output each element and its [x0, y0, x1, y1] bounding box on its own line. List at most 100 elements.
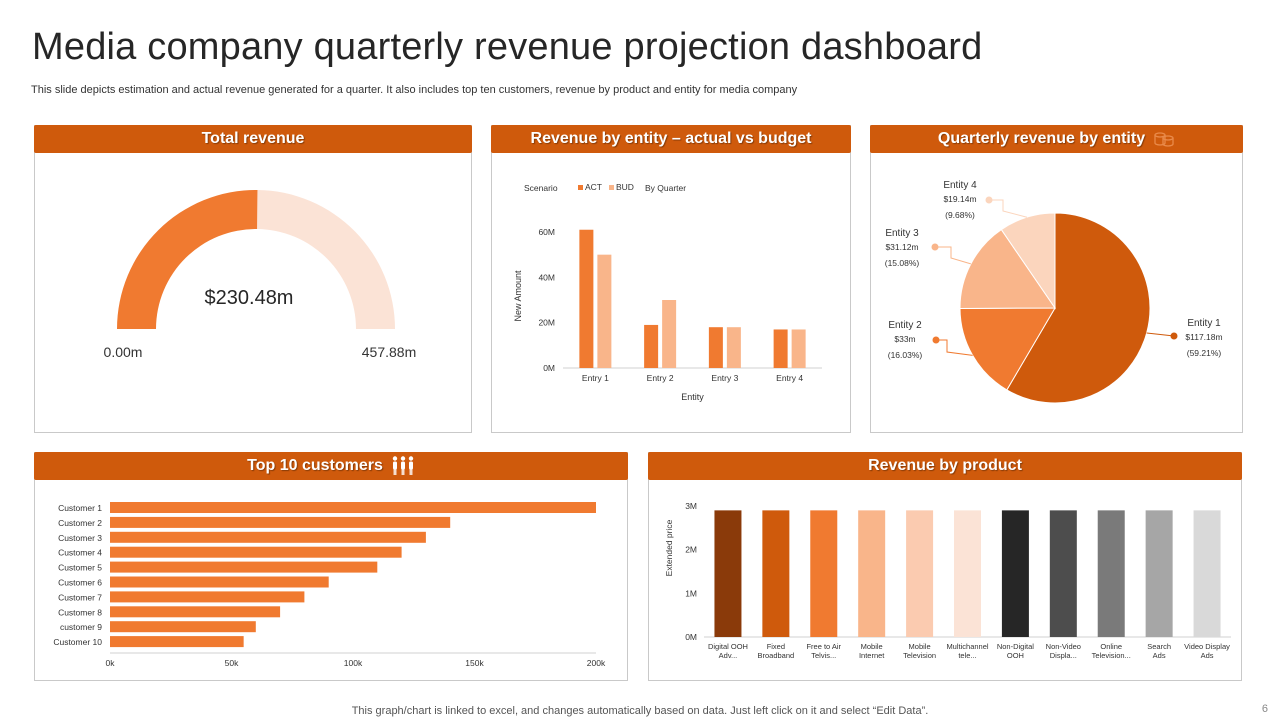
x-tick-label: Entry 3 [711, 373, 738, 383]
bar-bud [726, 327, 741, 368]
x-tick-label: 50k [225, 658, 239, 668]
customer-label: Customer 2 [58, 518, 102, 528]
revenue-product-chart[interactable]: 0M 1M 2M 3M Extended price Digital OOH Adv... F… [649, 481, 1241, 680]
customer-label: Customer 3 [58, 533, 102, 543]
total-revenue-header: Total revenue [34, 125, 472, 153]
leader-dot-1 [1170, 332, 1178, 340]
gauge-min-label: 0.00m [104, 344, 143, 360]
leader-dot-2 [932, 336, 940, 344]
y-tick-label: 0M [543, 363, 555, 373]
legend-label-bud: BUD [616, 182, 634, 192]
entity-actual-budget-header: Revenue by entity – actual vs budget [491, 125, 851, 153]
revenue-product-header: Revenue by product [648, 452, 1242, 480]
customer-bar [110, 576, 329, 588]
footer-note: This graph/chart is linked to excel, and… [351, 705, 929, 717]
top-customers-chart[interactable]: Customer 1 Customer 2 Customer 3 Customer 4… [35, 481, 627, 680]
x-tick-label: Mobile Internet [859, 642, 885, 660]
customer-label: Customer 1 [58, 503, 102, 513]
bar-act [644, 324, 659, 368]
y-tick-label: 3M [685, 501, 697, 511]
product-bar [810, 510, 838, 637]
x-tick-label: Multichannel tele... [946, 642, 988, 660]
total-revenue-gauge[interactable]: $230.48m 0.00m 457.88m [35, 154, 471, 432]
legend-note: By Quarter [645, 183, 686, 193]
x-tick-label: Digital OOH Adv... [708, 642, 748, 660]
x-tick-label: Non-Digital OOH [997, 642, 1034, 660]
y-tick-label: 20M [538, 318, 555, 328]
pie-label-amount: $33m [894, 334, 915, 344]
page-number: 6 [1261, 703, 1268, 715]
revenue-product-title: Revenue by product [868, 457, 1022, 474]
page-subtitle: This slide depicts estimation and actual… [31, 84, 798, 96]
gauge-value-arc [117, 190, 258, 329]
y-tick-label: 2M [685, 545, 697, 555]
customer-label: Customer 5 [58, 563, 102, 573]
gauge-remaining-arc [257, 190, 395, 329]
product-bar [954, 510, 981, 637]
y-tick-label: 40M [538, 272, 555, 282]
coins-icon [1153, 129, 1175, 149]
customer-label: customer 9 [60, 622, 102, 632]
customer-bar [110, 591, 305, 603]
people-icon [391, 455, 415, 477]
top-customers-title: Top 10 customers [247, 457, 383, 474]
customer-label: Customer 8 [58, 607, 102, 617]
y-axis-label: New Amount [513, 270, 523, 322]
x-tick-label: Video Display Ads [1184, 642, 1230, 660]
leader-line-3 [935, 246, 972, 265]
legend-swatch-act [578, 185, 583, 190]
pie-label-name: Entity 2 [888, 320, 922, 331]
product-bar [1193, 510, 1221, 637]
quarterly-entity-header: Quarterly revenue by entity [870, 125, 1243, 153]
y-tick-label: 0M [685, 632, 697, 642]
pie-label-pct: (9.68%) [945, 210, 975, 220]
pie-label-pct: (59.21%) [1187, 348, 1222, 358]
customer-bar [110, 621, 256, 633]
product-bar [1097, 510, 1125, 637]
customer-label: Customer 6 [58, 578, 102, 588]
product-bar [1049, 510, 1077, 637]
leader-line-1 [1146, 332, 1175, 337]
product-bar [1001, 510, 1029, 637]
page-title: Media company quarterly revenue projecti… [32, 26, 983, 68]
legend-label-act: ACT [585, 182, 602, 192]
customer-bar [110, 606, 281, 618]
bar-bud [791, 329, 806, 368]
x-tick-label: 150k [465, 658, 484, 668]
x-tick-label: Fixed Broadband [758, 642, 795, 660]
customer-label: Customer 7 [58, 592, 102, 602]
customer-bar [110, 561, 378, 573]
product-bar [858, 510, 886, 637]
pie-label-name: Entity 1 [1187, 318, 1221, 329]
pie-label-name: Entity 4 [943, 180, 977, 191]
x-tick-label: Entry 2 [647, 373, 674, 383]
quarterly-entity-pie[interactable]: Entity 1 $117.18m (59.21%) Entity 2 $33m (16.… [871, 154, 1242, 432]
pie-label-amount: $19.14m [943, 194, 976, 204]
legend-title: Scenario [524, 183, 558, 193]
entity-actual-budget-chart[interactable]: Scenario ACT BUD By Quarter 0M 20M 40M 60M Entry… [492, 154, 850, 432]
bar-act [708, 327, 723, 368]
pie-label-pct: (15.08%) [885, 258, 920, 268]
x-tick-label: Mobile Television [903, 642, 936, 660]
leader-dot-4 [985, 196, 993, 204]
quarterly-entity-title: Quarterly revenue by entity [937, 130, 1146, 147]
total-revenue-title: Total revenue [201, 130, 305, 147]
product-bar [1145, 510, 1173, 637]
y-tick-label: 60M [538, 227, 555, 237]
y-axis-label: Extended price [664, 519, 674, 576]
bar-bud [597, 254, 612, 368]
x-tick-label: 100k [344, 658, 363, 668]
legend-swatch-bud [609, 185, 614, 190]
customer-label: Customer 4 [58, 548, 102, 558]
bar-bud [662, 300, 677, 368]
leader-dot-3 [931, 243, 939, 251]
y-tick-label: 1M [685, 588, 697, 598]
leader-line-4 [989, 199, 1028, 218]
pie-label-amount: $117.18m [1185, 332, 1222, 342]
customer-label: Customer 10 [53, 637, 102, 647]
top-customers-header: Top 10 customers [34, 452, 628, 480]
x-tick-label: 0k [106, 658, 116, 668]
gauge-max-label: 457.88m [362, 344, 416, 360]
product-bar [762, 510, 790, 637]
total-revenue-panel [34, 125, 472, 433]
